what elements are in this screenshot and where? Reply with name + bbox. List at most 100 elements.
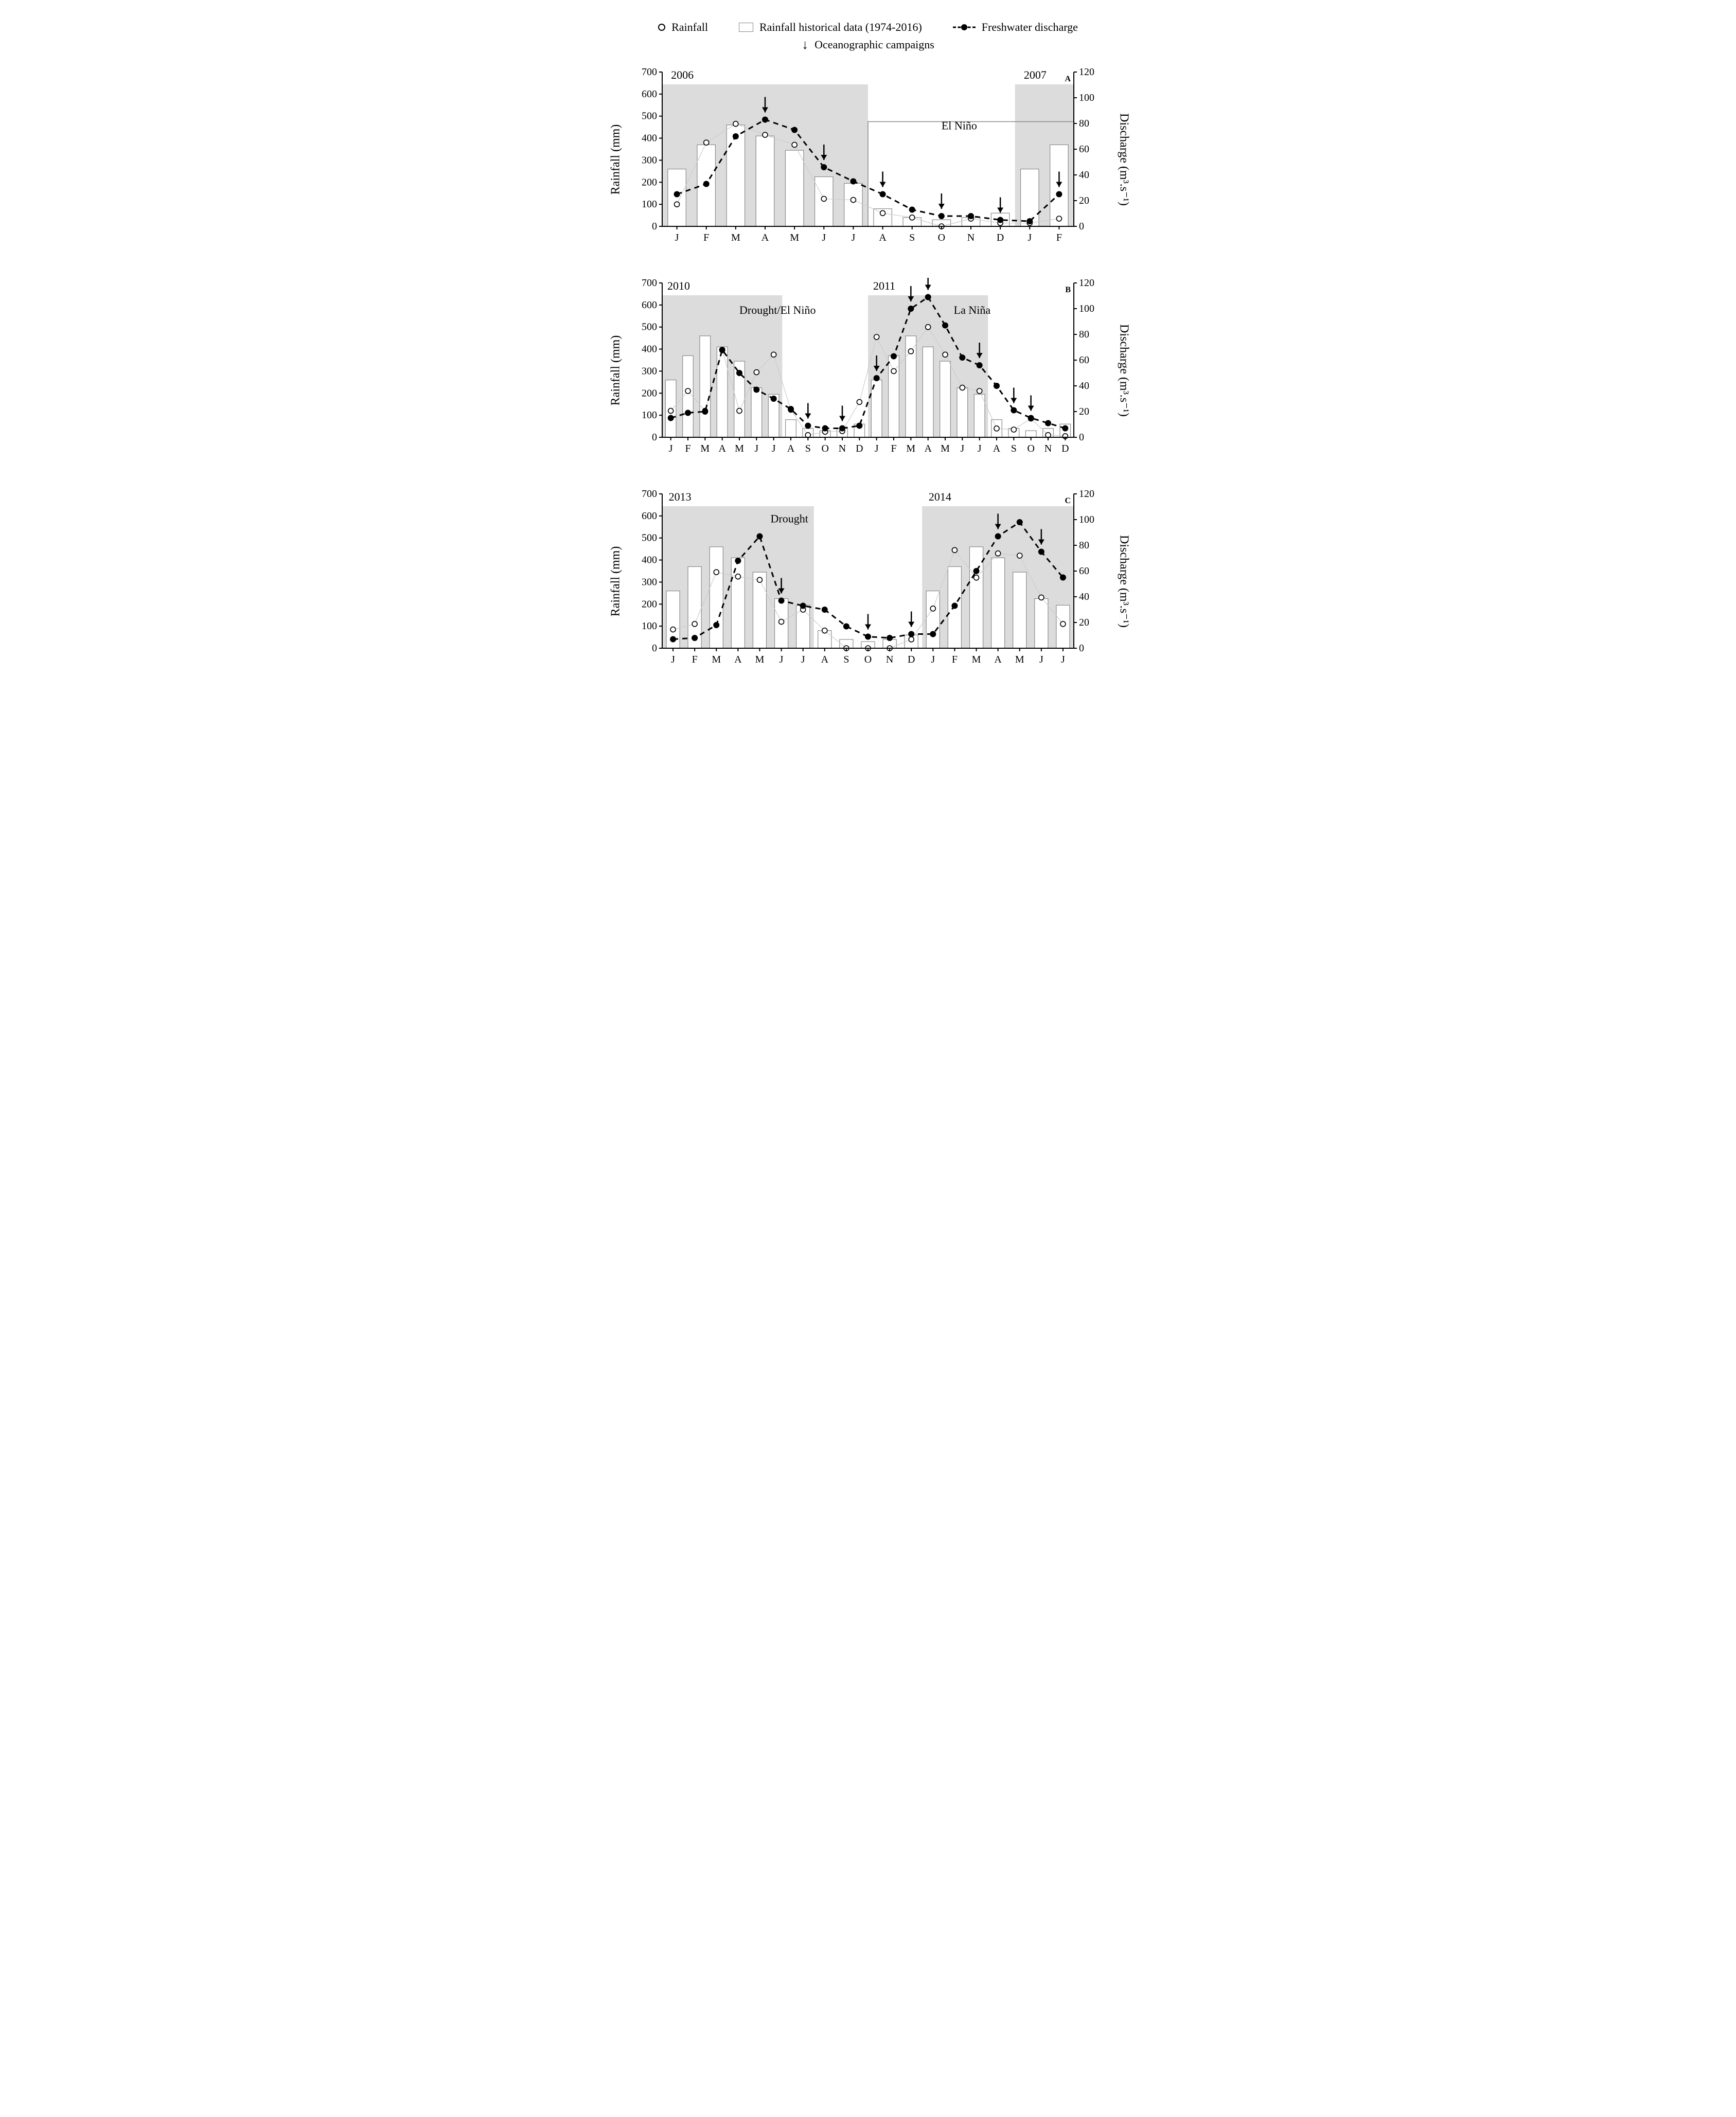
ytick-left-label: 200 bbox=[642, 387, 657, 399]
rainfall-point bbox=[668, 408, 674, 414]
rainfall-point bbox=[926, 325, 931, 330]
historical-bar bbox=[786, 420, 796, 437]
discharge-point bbox=[822, 607, 828, 613]
historical-bar bbox=[974, 394, 985, 437]
xtick-label: J bbox=[1039, 654, 1043, 665]
xtick-label: S bbox=[843, 654, 849, 665]
ytick-right-label: 0 bbox=[1079, 643, 1084, 654]
xtick-label: M bbox=[972, 654, 981, 665]
xtick-label: F bbox=[685, 443, 690, 454]
discharge-point bbox=[995, 533, 1001, 540]
bar-icon bbox=[739, 23, 753, 32]
discharge-point bbox=[997, 217, 1003, 223]
historical-bar bbox=[1021, 169, 1039, 226]
rainfall-point bbox=[771, 352, 776, 357]
rainfall-point bbox=[692, 621, 697, 627]
historical-bar bbox=[1035, 599, 1048, 648]
xtick-label: A bbox=[924, 443, 932, 454]
legend-label: Oceanographic campaigns bbox=[814, 38, 934, 51]
ytick-right-label: 80 bbox=[1079, 118, 1089, 129]
xtick-label: D bbox=[1061, 443, 1069, 454]
ytick-left-label: 400 bbox=[642, 344, 657, 355]
legend-label: Freshwater discharge bbox=[982, 21, 1078, 34]
xtick-label: J bbox=[754, 443, 758, 454]
xtick-label: J bbox=[772, 443, 776, 454]
y-axis-right-title: Discharge (m³.s⁻¹) bbox=[1117, 535, 1132, 628]
rainfall-point bbox=[851, 198, 856, 203]
rainfall-point bbox=[1011, 427, 1016, 432]
xtick-label: M bbox=[941, 443, 950, 454]
discharge-point bbox=[968, 213, 974, 219]
rainfall-point bbox=[880, 210, 885, 216]
legend-label: Rainfall historical data (1974-2016) bbox=[759, 21, 922, 34]
rainfall-point bbox=[685, 388, 690, 394]
rainfall-point bbox=[952, 547, 957, 553]
historical-bar bbox=[923, 347, 933, 437]
discharge-point bbox=[778, 598, 785, 604]
legend: Rainfall Rainfall historical data (1974-… bbox=[621, 21, 1115, 51]
rainfall-point bbox=[891, 368, 896, 373]
ytick-left-label: 300 bbox=[642, 154, 657, 166]
panel-b: Rainfall (mm)Discharge (m³.s⁻¹)010020030… bbox=[621, 278, 1115, 463]
panel-svg: 0100200300400500600700020406080100120JFM… bbox=[621, 67, 1115, 252]
campaign-arrow-head bbox=[925, 285, 931, 290]
ytick-right-label: 100 bbox=[1079, 92, 1094, 103]
rainfall-point bbox=[996, 551, 1001, 556]
discharge-point bbox=[839, 425, 845, 432]
discharge-point bbox=[951, 603, 958, 609]
discharge-point bbox=[703, 181, 710, 187]
ytick-right-label: 100 bbox=[1079, 514, 1094, 525]
discharge-point bbox=[692, 635, 698, 641]
arrow-down-icon: ↓ bbox=[802, 38, 808, 51]
historical-bar bbox=[683, 355, 694, 437]
xtick-label: J bbox=[1061, 654, 1065, 665]
ytick-left-label: 100 bbox=[642, 199, 657, 210]
xtick-label: J bbox=[852, 232, 856, 243]
xtick-label: S bbox=[1011, 443, 1017, 454]
historical-bar bbox=[700, 336, 711, 437]
historical-bar bbox=[668, 169, 686, 226]
ytick-right-label: 60 bbox=[1079, 144, 1089, 155]
dashed-line-icon bbox=[953, 24, 976, 31]
xtick-label: F bbox=[1056, 232, 1062, 243]
discharge-point bbox=[685, 410, 691, 416]
ytick-left-label: 500 bbox=[642, 111, 657, 122]
ytick-right-label: 20 bbox=[1079, 617, 1089, 628]
xtick-label: N bbox=[839, 443, 846, 454]
historical-bar bbox=[926, 591, 940, 648]
legend-item-campaigns: ↓ Oceanographic campaigns bbox=[802, 38, 934, 51]
discharge-point bbox=[668, 415, 674, 421]
discharge-point bbox=[891, 353, 897, 360]
ytick-left-label: 300 bbox=[642, 576, 657, 588]
panel-svg: 0100200300400500600700020406080100120JFM… bbox=[621, 489, 1115, 674]
discharge-point bbox=[821, 164, 827, 170]
xtick-label: N bbox=[1044, 443, 1052, 454]
ytick-right-label: 120 bbox=[1079, 278, 1094, 289]
xtick-label: F bbox=[703, 232, 709, 243]
xtick-label: O bbox=[821, 443, 828, 454]
ytick-left-label: 200 bbox=[642, 176, 657, 188]
discharge-point bbox=[1038, 549, 1044, 555]
historical-bar bbox=[727, 125, 745, 226]
xtick-label: M bbox=[735, 443, 744, 454]
xtick-label: J bbox=[960, 443, 964, 454]
rainfall-point bbox=[754, 370, 759, 375]
ytick-right-label: 20 bbox=[1079, 195, 1089, 206]
open-circle-icon bbox=[658, 24, 665, 31]
historical-bar bbox=[991, 558, 1005, 648]
ytick-right-label: 40 bbox=[1079, 591, 1089, 602]
discharge-point bbox=[1060, 575, 1066, 581]
rainfall-point bbox=[704, 140, 709, 145]
xtick-label: M bbox=[712, 654, 721, 665]
rainfall-point bbox=[1056, 216, 1061, 221]
rainfall-point bbox=[779, 619, 784, 625]
xtick-label: M bbox=[731, 232, 740, 243]
discharge-point bbox=[1028, 415, 1034, 421]
ytick-right-label: 80 bbox=[1079, 540, 1089, 551]
xtick-label: A bbox=[993, 443, 1001, 454]
panel-c: Rainfall (mm)Discharge (m³.s⁻¹)010020030… bbox=[621, 489, 1115, 674]
ytick-left-label: 600 bbox=[642, 510, 657, 522]
xtick-label: F bbox=[891, 443, 896, 454]
ytick-left-label: 0 bbox=[652, 643, 657, 654]
discharge-point bbox=[822, 425, 828, 432]
